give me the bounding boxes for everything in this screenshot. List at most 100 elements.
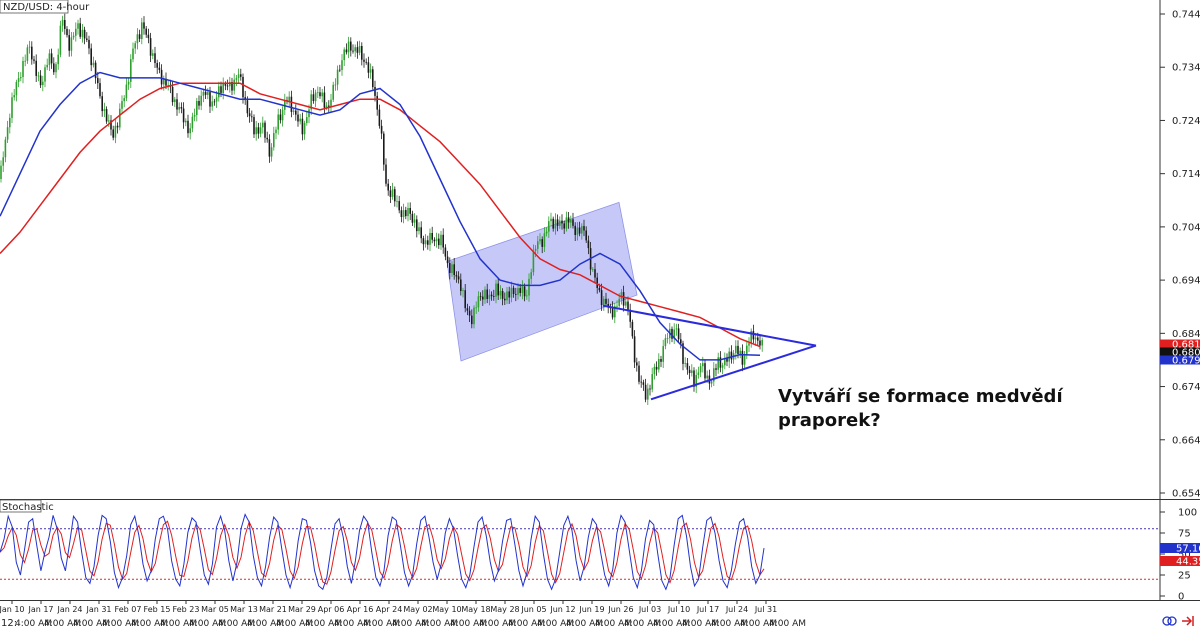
candle-body <box>490 294 493 297</box>
candle-body <box>464 290 466 309</box>
candle-body <box>680 339 682 344</box>
candle-body <box>376 95 378 110</box>
candle-body <box>594 269 596 278</box>
candle-body <box>290 96 293 112</box>
candle-body <box>108 120 110 122</box>
candle-body <box>64 20 66 29</box>
candle-body <box>308 109 310 118</box>
candle-body <box>138 34 141 39</box>
candle-body <box>211 101 213 107</box>
candle-body <box>526 295 528 297</box>
candle-body <box>543 233 546 247</box>
candle-body <box>552 218 554 229</box>
candle-body <box>103 109 106 112</box>
candle-body <box>429 233 431 245</box>
x-date-label: May 18 <box>461 605 490 614</box>
price-label-text: 0.6799 <box>1172 356 1200 367</box>
candle-body <box>510 287 513 298</box>
candle-body <box>257 127 260 134</box>
candle-body <box>374 87 376 96</box>
candle-body <box>574 225 576 235</box>
candle-body <box>651 374 653 390</box>
candle-body <box>259 127 262 134</box>
candle-body <box>178 107 180 110</box>
candle-body <box>242 76 244 98</box>
candle-body <box>200 95 202 106</box>
candle-body <box>209 92 211 107</box>
candle-body <box>277 114 279 130</box>
stoch-k-line <box>0 513 765 591</box>
candle-body <box>420 227 422 239</box>
x-date-label: Apr 24 <box>376 605 403 614</box>
candle-body <box>497 283 499 296</box>
x-time-label: 4:00 AM <box>44 619 81 628</box>
candle-body <box>229 82 231 87</box>
stoch-tick-label: 100 <box>1178 508 1197 519</box>
sync-icon[interactable] <box>1162 616 1177 626</box>
candle-body <box>125 84 128 99</box>
candle-body <box>761 340 763 346</box>
x-date-label: Jun 12 <box>549 605 575 614</box>
candle-body <box>572 219 574 226</box>
candle-body <box>46 64 48 68</box>
candle-body <box>15 82 18 96</box>
candle-body <box>251 116 253 118</box>
candle-body <box>482 296 484 300</box>
candle-body <box>699 366 702 373</box>
candle-body <box>506 291 508 301</box>
candle-body <box>433 239 436 242</box>
candle-body <box>75 28 77 36</box>
candle-body <box>352 50 354 52</box>
candle-body <box>473 307 475 325</box>
candle-body <box>508 291 510 298</box>
candle-body <box>475 307 477 309</box>
candle-body <box>748 343 750 346</box>
candle-body <box>413 219 416 223</box>
candle-body <box>339 69 341 71</box>
candle-body <box>70 37 73 51</box>
x-date-label: Feb 15 <box>144 605 171 614</box>
candle-body <box>35 60 37 76</box>
scroll-to-end-icon[interactable] <box>1182 616 1194 626</box>
candle-body <box>79 23 81 37</box>
candle-body <box>213 101 216 103</box>
candle-body <box>224 83 227 86</box>
candle-body <box>737 345 739 354</box>
candle-body <box>101 96 103 112</box>
candle-body <box>281 109 284 121</box>
candle-body <box>365 61 367 63</box>
candle-body <box>642 382 645 385</box>
candle-body <box>647 388 649 400</box>
candle-body <box>358 46 361 53</box>
candle-body <box>605 298 607 304</box>
candle-body <box>592 269 594 270</box>
candle-body <box>559 220 561 226</box>
candle-body <box>145 28 147 35</box>
candle-body <box>24 60 26 62</box>
candle-body <box>422 238 425 245</box>
candle-body <box>136 34 139 44</box>
candle-body <box>424 240 427 245</box>
candle-body <box>581 226 583 234</box>
candle-body <box>127 81 130 85</box>
candle-body <box>394 189 396 202</box>
candle-body <box>688 369 691 373</box>
candle-body <box>677 328 680 340</box>
candle-body <box>255 127 257 135</box>
candle-body <box>356 47 359 53</box>
stoch-tick-label: 75 <box>1178 529 1191 540</box>
candle-body <box>759 340 761 346</box>
candle-body <box>457 276 460 280</box>
ma-slow-line <box>0 82 761 348</box>
candle-body <box>451 264 453 273</box>
candle-body <box>246 100 249 114</box>
x-date-label: Mar 29 <box>288 605 316 614</box>
stoch-value-box <box>1160 543 1200 553</box>
candle-body <box>563 223 565 229</box>
candle-body <box>660 359 662 362</box>
x-time-label: 4:00 AM <box>15 619 52 628</box>
candle-body <box>427 240 429 245</box>
candle-body <box>160 69 163 85</box>
